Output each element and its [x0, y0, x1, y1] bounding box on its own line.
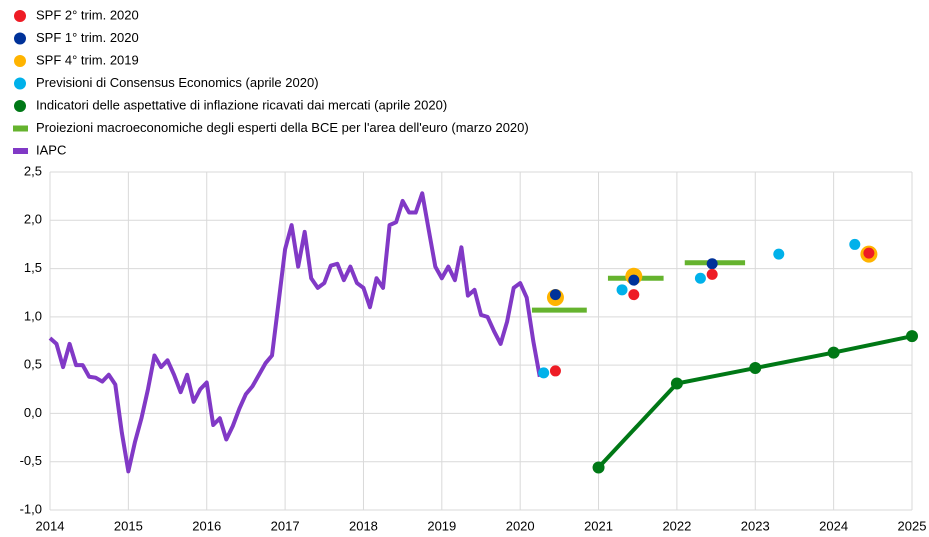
x-tick-label: 2019	[427, 518, 456, 533]
point	[863, 247, 875, 259]
legend-label: IAPC	[36, 142, 66, 157]
x-tick-label: 2022	[662, 518, 691, 533]
y-tick-label: 0,5	[24, 357, 42, 372]
x-tick-label: 2017	[271, 518, 300, 533]
y-tick-label: 1,5	[24, 260, 42, 275]
point	[827, 346, 840, 359]
point	[694, 272, 706, 284]
point	[628, 289, 640, 301]
legend-label: Proiezioni macroeconomiche degli esperti…	[36, 120, 529, 135]
point	[592, 461, 605, 474]
y-tick-label: -0,5	[20, 453, 42, 468]
x-tick-label: 2018	[349, 518, 378, 533]
point	[706, 258, 718, 270]
legend-label: SPF 2° trim. 2020	[36, 7, 139, 22]
point	[616, 284, 628, 296]
point	[706, 268, 718, 280]
y-tick-label: 1,0	[24, 308, 42, 323]
legend-marker	[13, 125, 28, 132]
point	[849, 238, 861, 250]
legend-marker	[14, 10, 26, 22]
point	[549, 365, 561, 377]
y-tick-label: 0,0	[24, 405, 42, 420]
point	[906, 330, 918, 343]
x-tick-label: 2025	[898, 518, 927, 533]
x-tick-label: 2023	[741, 518, 770, 533]
x-tick-label: 2014	[36, 518, 65, 533]
point	[670, 377, 683, 390]
legend-marker	[14, 55, 26, 67]
legend-label: SPF 1° trim. 2020	[36, 30, 139, 45]
point	[549, 289, 561, 301]
y-tick-label: -1,0	[20, 501, 42, 516]
point	[628, 274, 640, 286]
x-tick-label: 2015	[114, 518, 143, 533]
y-tick-label: 2,0	[24, 212, 42, 227]
x-tick-label: 2024	[819, 518, 848, 533]
line	[48, 191, 542, 474]
legend-marker	[14, 77, 26, 90]
legend-label: SPF 4° trim. 2019	[36, 52, 139, 67]
point	[773, 248, 785, 260]
point	[538, 367, 550, 379]
legend-label: Previsioni di Consensus Economics (april…	[36, 75, 319, 90]
legend-marker	[14, 32, 26, 45]
legend-label: Indicatori delle aspettative di inflazio…	[36, 97, 447, 112]
x-tick-label: 2021	[584, 518, 613, 533]
y-tick-label: 2,5	[24, 163, 42, 178]
x-tick-label: 2016	[192, 518, 221, 533]
legend-marker	[13, 148, 28, 154]
point	[749, 362, 762, 375]
x-tick-label: 2020	[506, 518, 535, 533]
legend-marker	[14, 100, 26, 112]
